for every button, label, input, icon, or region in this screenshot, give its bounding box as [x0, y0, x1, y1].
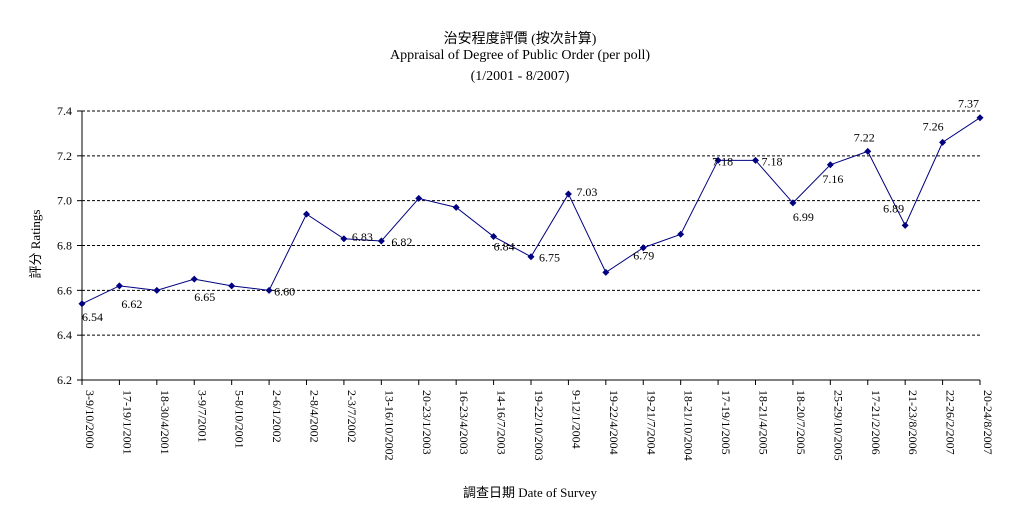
- data-point: [415, 194, 423, 202]
- chart-title: 治安程度評價 (按次計算): [443, 32, 597, 47]
- data-label: 6.65: [194, 290, 215, 304]
- x-tick-label: 17-19/1/2001: [120, 390, 134, 455]
- data-label: 6.82: [391, 235, 412, 249]
- x-tick-label: 18-21/10/2004: [682, 390, 696, 461]
- data-label: 7.03: [576, 185, 597, 199]
- x-tick-label: 18-21/4/2005: [757, 390, 771, 455]
- x-tick-label: 19-22/4/2004: [607, 390, 621, 455]
- data-label: 7.18: [762, 154, 783, 168]
- data-label: 6.89: [883, 201, 904, 215]
- x-tick-label: 16-23/4/2003: [457, 390, 471, 455]
- data-label: 6.83: [352, 230, 373, 244]
- data-point: [228, 282, 236, 290]
- x-tick-label: 3-9/7/2001: [195, 390, 209, 443]
- x-tick-label: 21-23/8/2006: [906, 390, 920, 455]
- data-point: [78, 300, 86, 308]
- series-line: [81, 117, 981, 305]
- x-tick-label: 17-19/1/2005: [719, 390, 733, 455]
- x-tick-label: 2-3/7/2002: [345, 390, 359, 443]
- data-point: [639, 244, 647, 252]
- data-label: 7.16: [822, 172, 843, 186]
- data-label: 6.84: [494, 240, 515, 254]
- x-tick-label: 2-8/4/2002: [308, 390, 322, 443]
- data-point: [265, 286, 273, 294]
- x-tick-label: 18-30/4/2001: [158, 390, 172, 455]
- data-label: 6.99: [793, 210, 814, 224]
- data-point: [115, 282, 123, 290]
- chart-subtitle: Appraisal of Degree of Public Order (per…: [389, 48, 651, 63]
- x-tick-label: 17-21/2/2006: [869, 390, 883, 455]
- y-tick-label: 6.6: [57, 283, 72, 297]
- data-point: [377, 237, 385, 245]
- data-point: [714, 156, 722, 164]
- x-tick-label: 14-16/7/2003: [495, 390, 509, 455]
- data-point: [527, 253, 535, 261]
- data-label: 6.60: [274, 284, 295, 298]
- x-tick-label: 18-20/7/2005: [794, 390, 808, 455]
- x-tick-labels: 3-9/10/2000 17-19/1/2001 18-30/4/2001 3-9/7…: [83, 390, 995, 461]
- x-axis-label: 調查日期 Date of Survey: [463, 485, 597, 500]
- data-point: [190, 275, 198, 283]
- data-point: [677, 230, 685, 238]
- x-tick-label: 20-23/1/2003: [420, 390, 434, 455]
- x-tick-label: 2-6/1/2002: [270, 390, 284, 443]
- y-tick-label: 7.2: [57, 149, 72, 163]
- data-point: [303, 210, 310, 218]
- y-tick-labels: 6.2 6.4 6.6 6.8 7.0 7.2 7.4: [57, 104, 72, 387]
- gridlines: [82, 110, 980, 336]
- chart-period: (1/2001 - 8/2007): [470, 69, 570, 84]
- data-point: [602, 268, 610, 276]
- y-tick-label: 7.0: [57, 194, 72, 208]
- data-point: [564, 190, 572, 198]
- y-tick-label: 6.8: [57, 239, 72, 253]
- y-axis-label: 評分 Ratings: [28, 210, 43, 279]
- x-tick-label: 19-21/7/2004: [644, 390, 658, 455]
- data-point: [789, 199, 797, 207]
- x-tick-label: 5-8/10/2001: [233, 390, 247, 449]
- data-points: [78, 114, 984, 308]
- x-tick-label: 9-12/1/2004: [569, 390, 583, 449]
- data-label: 6.75: [539, 251, 560, 265]
- data-point: [752, 156, 759, 164]
- x-tick-label: 3-9/10/2000: [83, 390, 97, 449]
- data-point: [939, 138, 947, 146]
- x-tick-label: 25-29/10/2005: [831, 390, 845, 461]
- data-label: 6.79: [633, 249, 654, 263]
- data-point: [490, 233, 498, 241]
- axes: [77, 110, 981, 385]
- y-tick-label: 6.2: [57, 373, 72, 387]
- data-point: [976, 114, 984, 122]
- data-point: [826, 161, 834, 169]
- data-point: [153, 286, 161, 294]
- data-label: 7.26: [923, 119, 944, 133]
- data-label: 7.37: [958, 97, 979, 111]
- data-label: 6.62: [121, 297, 142, 311]
- x-tick-label: 13-16/10/2002: [382, 390, 396, 461]
- data-point: [452, 203, 460, 211]
- x-tick-label: 20-24/8/2007: [981, 390, 995, 455]
- data-label: 6.54: [82, 310, 103, 324]
- data-point: [340, 235, 348, 243]
- data-labels: 6.54 6.62 6.65 6.60 6.83 6.82 6.84 6.75 7.03 6.79…: [82, 97, 979, 324]
- x-tick-label: 22-26/2/2007: [944, 390, 958, 455]
- data-label: 7.18: [712, 154, 733, 168]
- y-tick-label: 7.4: [57, 104, 72, 118]
- x-tick-label: 19-22/10/2003: [532, 390, 546, 461]
- y-tick-label: 6.4: [57, 328, 72, 342]
- data-point: [901, 221, 909, 229]
- data-point: [864, 147, 872, 155]
- data-label: 7.22: [854, 130, 875, 144]
